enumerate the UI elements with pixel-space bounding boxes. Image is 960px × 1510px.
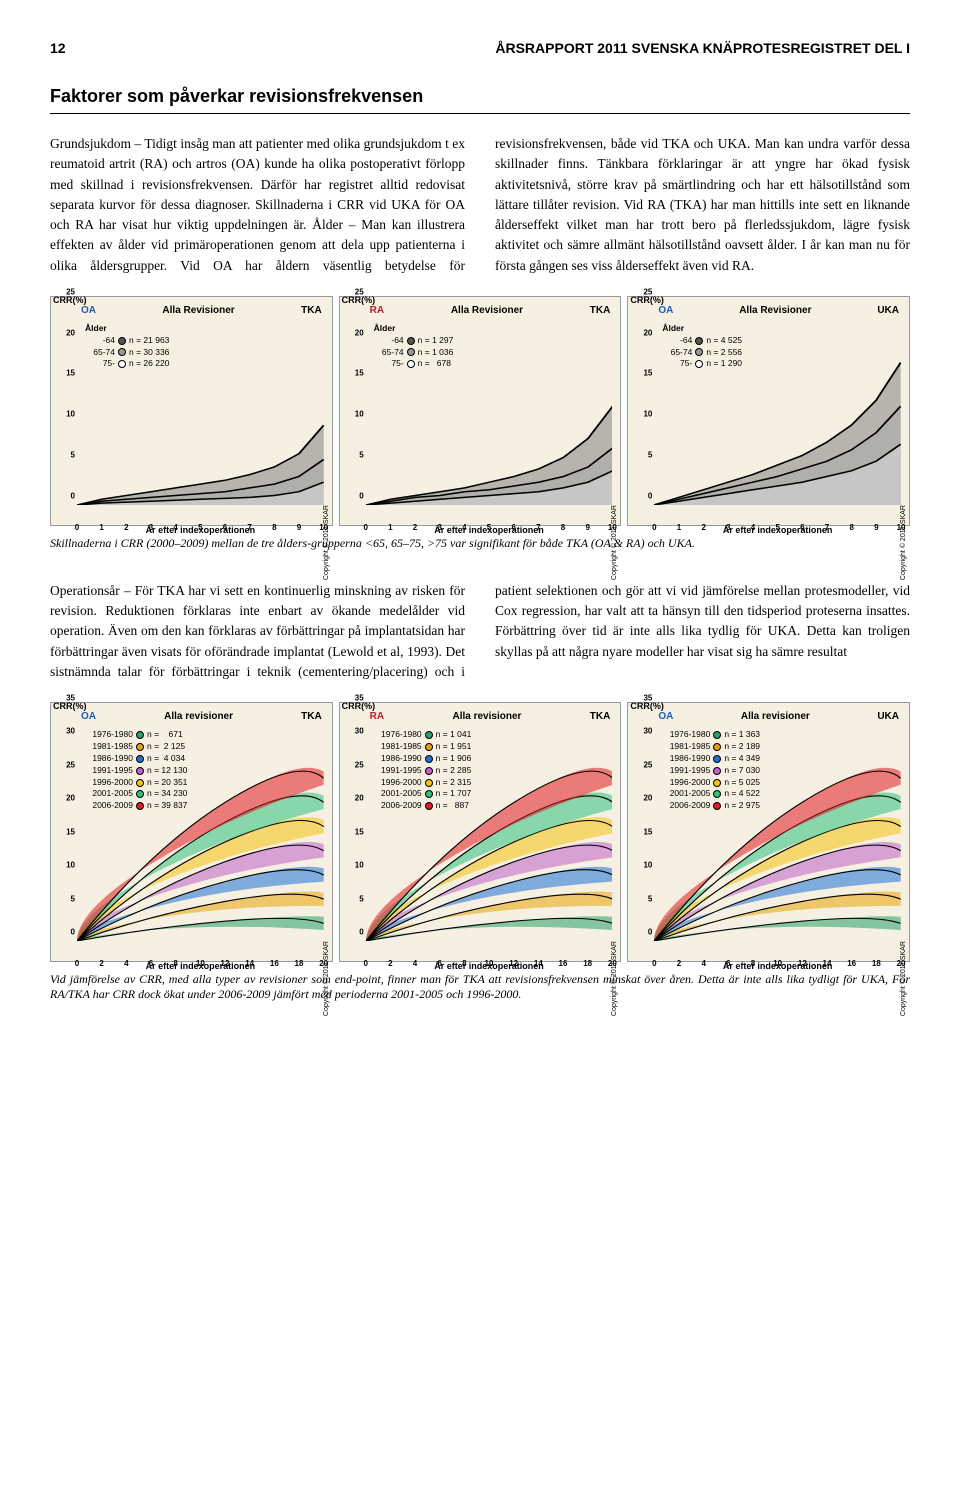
plot-area bbox=[366, 721, 613, 941]
x-axis-label: År efter indexoperationen bbox=[434, 961, 544, 971]
report-title: ÅRSRAPPORT 2011 SVENSKA KNÄPROTESREGISTR… bbox=[495, 40, 910, 56]
y-axis: 0510152025 bbox=[632, 301, 654, 505]
x-axis-label: År efter indexoperationen bbox=[434, 525, 544, 535]
plot-area bbox=[654, 315, 901, 505]
copyright-label: Copyright © 2011 SKAR bbox=[611, 941, 618, 1016]
y-axis: 05101520253035 bbox=[632, 707, 654, 941]
plot-area bbox=[654, 721, 901, 941]
x-axis-label: År efter indexoperationen bbox=[723, 961, 833, 971]
chart: CRR(%)OAAlla revisionerTKA1976-1980n = 6… bbox=[50, 702, 333, 962]
y-axis: 05101520253035 bbox=[55, 707, 77, 941]
caption-2: Vid jämförelse av CRR, med alla typer av… bbox=[50, 972, 910, 1002]
section-title: Faktorer som påverkar revisionsfrekvense… bbox=[50, 86, 910, 114]
plot-area bbox=[77, 315, 324, 505]
plot-area bbox=[77, 721, 324, 941]
page-header: 12 ÅRSRAPPORT 2011 SVENSKA KNÄPROTESREGI… bbox=[50, 40, 910, 56]
page-number: 12 bbox=[50, 40, 66, 56]
x-axis-label: År efter indexoperationen bbox=[723, 525, 833, 535]
body-text-1: Grundsjukdom – Tidigt insåg man att pati… bbox=[50, 134, 910, 276]
body-text-2: Operationsår – För TKA har vi sett en ko… bbox=[50, 581, 910, 682]
copyright-label: Copyright © 2011 SKAR bbox=[611, 505, 618, 580]
chart: CRR(%)RAAlla RevisionerTKAÅlder-64n = 1 … bbox=[339, 296, 622, 526]
copyright-label: Copyright © 2011 SKAR bbox=[323, 941, 330, 1016]
caption-1: Skillnaderna i CRR (2000–2009) mellan de… bbox=[50, 536, 910, 551]
plot-area bbox=[366, 315, 613, 505]
chart: CRR(%)OAAlla revisionerUKA1976-1980n = 1… bbox=[627, 702, 910, 962]
chart: CRR(%)RAAlla revisionerTKA1976-1980n = 1… bbox=[339, 702, 622, 962]
x-axis-label: År efter indexoperationen bbox=[146, 961, 256, 971]
chart: CRR(%)OAAlla RevisionerUKAÅlder-64n = 4 … bbox=[627, 296, 910, 526]
y-axis: 0510152025 bbox=[55, 301, 77, 505]
copyright-label: Copyright © 2011 SKAR bbox=[323, 505, 330, 580]
copyright-label: Copyright © 2011 SKAR bbox=[900, 505, 907, 580]
x-axis-label: År efter indexoperationen bbox=[146, 525, 256, 535]
y-axis: 05101520253035 bbox=[344, 707, 366, 941]
charts-row-age: CRR(%)OAAlla RevisionerTKAÅlder-64n = 21… bbox=[50, 296, 910, 526]
copyright-label: Copyright © 2011 SKAR bbox=[900, 941, 907, 1016]
chart: CRR(%)OAAlla RevisionerTKAÅlder-64n = 21… bbox=[50, 296, 333, 526]
y-axis: 0510152025 bbox=[344, 301, 366, 505]
charts-row-year: CRR(%)OAAlla revisionerTKA1976-1980n = 6… bbox=[50, 702, 910, 962]
